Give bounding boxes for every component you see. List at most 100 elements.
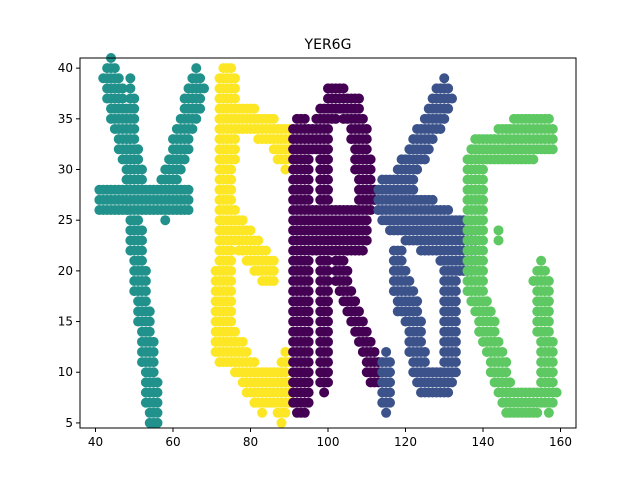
scatter-point bbox=[385, 397, 395, 408]
x-tick-label: 80 bbox=[243, 435, 258, 449]
scatter-point bbox=[536, 255, 547, 266]
scatter-point bbox=[303, 357, 314, 368]
scatter-point bbox=[361, 144, 372, 155]
scatter-point bbox=[423, 144, 434, 155]
scatter-point bbox=[241, 346, 252, 357]
scatter-point bbox=[350, 296, 361, 307]
scatter-point bbox=[408, 286, 419, 297]
scatter-point bbox=[129, 134, 140, 145]
scatter-point bbox=[303, 184, 314, 195]
scatter-point bbox=[253, 235, 264, 246]
scatter-point bbox=[547, 123, 558, 134]
scatter-point bbox=[109, 63, 120, 74]
scatter-point bbox=[303, 387, 314, 398]
scatter-point bbox=[450, 367, 461, 378]
scatter-point bbox=[261, 245, 271, 256]
scatter-point bbox=[385, 387, 395, 398]
scatter-point bbox=[354, 306, 364, 317]
scatter-point bbox=[280, 367, 291, 378]
scatter-point bbox=[404, 276, 415, 287]
scatter-point bbox=[419, 154, 430, 165]
scatter-point bbox=[280, 164, 291, 175]
scatter-point bbox=[543, 286, 554, 297]
scatter-point bbox=[129, 113, 140, 124]
scatter-point bbox=[303, 286, 314, 297]
x-tick-label: 60 bbox=[165, 435, 180, 449]
scatter-point bbox=[485, 306, 496, 317]
scatter-point bbox=[543, 276, 554, 287]
scatter-point bbox=[478, 276, 488, 287]
scatter-point bbox=[195, 93, 206, 104]
scatter-point bbox=[148, 346, 159, 357]
scatter-point bbox=[493, 235, 504, 246]
scatter-point bbox=[450, 306, 461, 317]
scatter-point bbox=[230, 134, 240, 145]
scatter-point bbox=[547, 144, 558, 155]
scatter-point bbox=[129, 123, 140, 134]
scatter-point bbox=[443, 103, 454, 114]
scatter-point bbox=[478, 225, 488, 236]
scatter-point bbox=[323, 194, 333, 205]
scatter-point bbox=[543, 306, 554, 317]
scatter-point bbox=[226, 184, 237, 195]
scatter-point bbox=[319, 387, 330, 398]
scatter-point bbox=[230, 83, 240, 94]
scatter-point bbox=[303, 346, 314, 357]
scatter-point bbox=[528, 154, 539, 165]
scatter-point bbox=[501, 367, 512, 378]
scatter-point bbox=[303, 164, 314, 175]
scatter-point bbox=[443, 83, 454, 94]
scatter-point bbox=[547, 357, 558, 368]
y-tick-label: 15 bbox=[58, 315, 73, 329]
scatter-point bbox=[497, 346, 508, 357]
scatter-point bbox=[543, 113, 554, 124]
scatter-point bbox=[323, 336, 333, 347]
scatter-point bbox=[137, 255, 147, 266]
scatter-point bbox=[137, 164, 147, 175]
scatter-point bbox=[408, 174, 419, 185]
scatter-point bbox=[450, 346, 461, 357]
scatter-point bbox=[416, 316, 426, 327]
scatter-point bbox=[365, 154, 376, 165]
scatter-point bbox=[323, 286, 333, 297]
y-tick-label: 20 bbox=[58, 264, 73, 278]
scatter-point bbox=[443, 387, 454, 398]
scatter-point bbox=[268, 113, 279, 124]
scatter-point bbox=[412, 164, 423, 175]
y-axis: 5 10 15 20 25 30 35 40 bbox=[58, 61, 80, 430]
scatter-point bbox=[152, 407, 163, 418]
scatter-point bbox=[450, 316, 461, 327]
scatter-point bbox=[303, 377, 314, 388]
scatter-point bbox=[547, 377, 558, 388]
scatter-point bbox=[338, 83, 349, 94]
scatter-point bbox=[338, 255, 349, 266]
scatter-point bbox=[303, 265, 314, 276]
scatter-series bbox=[94, 53, 209, 428]
scatter-point bbox=[191, 113, 202, 124]
y-tick-label: 25 bbox=[58, 213, 73, 227]
scatter-point bbox=[478, 194, 488, 205]
chart-title: YER6G bbox=[304, 37, 352, 53]
scatter-point bbox=[323, 154, 333, 165]
scatter-point bbox=[543, 296, 554, 307]
scatter-point bbox=[505, 377, 516, 388]
scatter-point bbox=[237, 336, 248, 347]
scatter-point bbox=[357, 316, 368, 327]
scatter-point bbox=[195, 103, 206, 114]
scatter-point bbox=[369, 346, 380, 357]
scatter-point bbox=[478, 215, 488, 226]
scatter-point bbox=[365, 205, 376, 216]
scatter-point bbox=[152, 417, 163, 428]
scatter-point bbox=[144, 316, 155, 327]
scatter-point bbox=[450, 336, 461, 347]
scatter-point bbox=[117, 93, 128, 104]
scatter-point bbox=[419, 357, 430, 368]
scatter-point bbox=[323, 255, 333, 266]
scatter-point bbox=[152, 387, 163, 398]
scatter-point bbox=[493, 336, 504, 347]
scatter-point bbox=[478, 205, 488, 216]
scatter-point bbox=[183, 205, 194, 216]
scatter-point bbox=[478, 184, 488, 195]
scatter-point bbox=[226, 245, 237, 256]
